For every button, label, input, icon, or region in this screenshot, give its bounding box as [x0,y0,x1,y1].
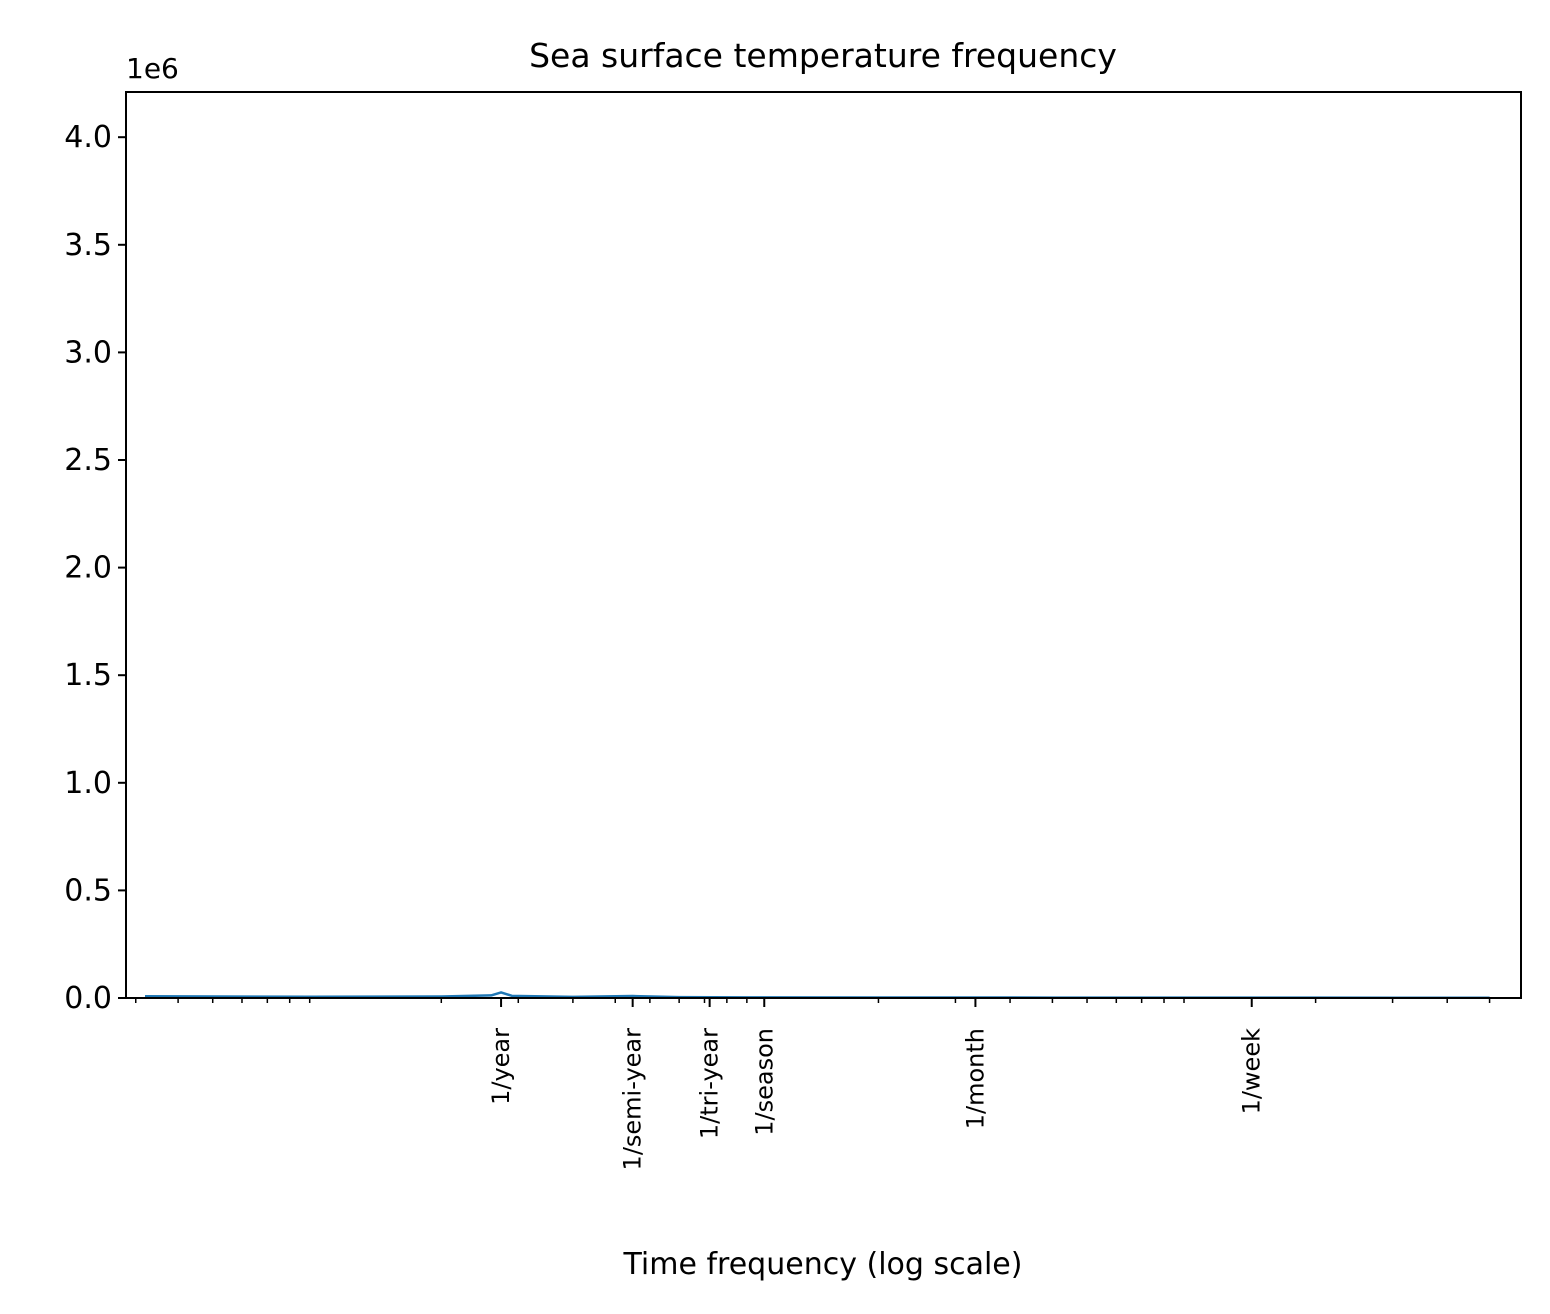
y-tick-label: 1.0 [64,766,112,801]
y-axis: 0.0 0.5 1.0 1.5 2.0 2.5 3.0 3.5 4.0 [64,120,126,1016]
y-tick-label: 2.0 [64,551,112,586]
y-tick-label: 2.5 [64,443,112,478]
y-tick-label: 3.0 [64,335,112,370]
x-axis-label: Time frequency (log scale) [623,1247,1023,1282]
x-tick-label: 1/month [961,1028,989,1129]
y-offset-label: 1e6 [126,52,179,85]
x-tick-label: 1/season [750,1028,778,1136]
chart-title: Sea surface temperature frequency [529,36,1117,75]
x-tick-label: 1/tri-year [696,1028,724,1139]
x-tick-label: 1/week [1238,1028,1266,1115]
y-tick-label: 3.5 [64,228,112,263]
x-tick-label: 1/semi-year [619,1028,647,1171]
plot-frame [125,91,1522,999]
x-tick-label: 1/year [487,1028,515,1105]
y-tick-label: 0.0 [64,981,112,1016]
x-axis: 1/year 1/semi-year 1/tri-year 1/season 1/mon… [134,998,1491,1171]
y-tick-label: 1.5 [64,658,112,693]
y-tick-label: 0.5 [64,873,112,908]
plot-area: 0.0 0.5 1.0 1.5 2.0 2.5 3.0 3.5 4.0 1/year 1/semi… [64,91,1522,1171]
y-tick-label: 4.0 [64,120,112,155]
